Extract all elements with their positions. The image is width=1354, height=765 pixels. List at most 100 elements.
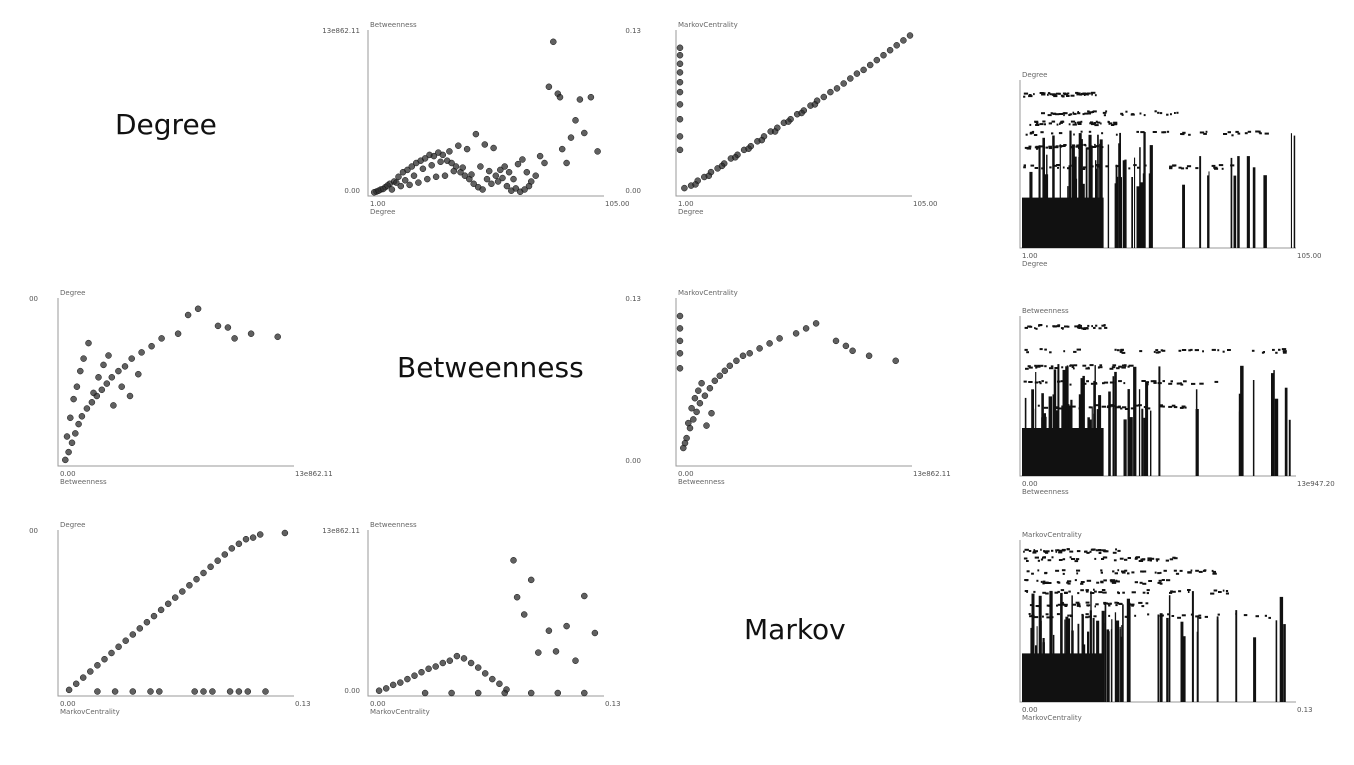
- p13-point-6: [676, 101, 684, 108]
- p34-strip-band-3-38: [1159, 582, 1163, 585]
- p34-strip-band-6-6: [1181, 614, 1186, 617]
- p14-strip-band-4-8: [1100, 146, 1104, 149]
- p14-strip-col-43: [1088, 134, 1092, 248]
- p34-strip-band-6-14: [1171, 615, 1175, 617]
- p24-strip-band-4-28: [1181, 405, 1186, 408]
- p34-strip-band-3-30: [1067, 582, 1071, 585]
- p12-point-31: [510, 175, 517, 183]
- p34-strip-band-2-18: [1211, 569, 1214, 572]
- p24-strip-band-0-10: [1081, 327, 1086, 330]
- p14-strip-col-20: [1107, 144, 1110, 248]
- p23-ylabel: MarkovCentrality: [678, 289, 738, 297]
- p23-point-0: [676, 312, 684, 320]
- p14-strip-band-5-36: [1053, 164, 1057, 167]
- p12-point-20: [461, 172, 469, 179]
- p34-strip-band-4-17: [1146, 589, 1150, 592]
- p14-strip-band-5-24: [1178, 166, 1182, 169]
- p13-point-35: [847, 75, 854, 82]
- p24-strip-col-36: [1274, 398, 1279, 476]
- p14-strip-band-5-7: [1023, 166, 1026, 169]
- p24-strip-band-2-11: [1044, 365, 1047, 368]
- p12-point-61: [415, 179, 422, 186]
- p34-strip-col-29: [1031, 593, 1035, 702]
- p14-strip-col-12: [1097, 134, 1099, 248]
- p24-strip-band-0-36: [1055, 325, 1060, 328]
- p31-point-15: [171, 594, 179, 601]
- p34-strip-band-2-6: [1154, 571, 1157, 574]
- p24-strip-col-32: [1082, 375, 1085, 476]
- p14-strip-band-3-11: [1235, 130, 1239, 133]
- p12-point-53: [379, 185, 387, 193]
- p34-strip-col-5: [1060, 592, 1063, 702]
- p24-strip-col-59: [1238, 411, 1242, 476]
- p24-strip-col-18: [1065, 366, 1069, 476]
- p13-point-45: [692, 181, 699, 188]
- p14-strip-band-2-30: [1072, 123, 1077, 126]
- p34-strip-band-3-10: [1042, 580, 1046, 583]
- p34-strip-band-2-38: [1203, 569, 1207, 572]
- p14-strip-band-0-0: [1047, 93, 1049, 96]
- p14-strip-band-2-12: [1035, 124, 1040, 126]
- p32-point-6: [418, 668, 425, 676]
- p14-strip-band-2-20: [1039, 123, 1044, 126]
- p24-strip-band-1-35: [1211, 348, 1216, 351]
- p34-strip-band-4-25: [1142, 591, 1146, 594]
- p34-strip-band-6-25: [1177, 616, 1181, 619]
- p34-strip-band-4-4: [1213, 589, 1218, 592]
- p14-strip-band-0-22: [1070, 94, 1075, 97]
- p23-point-24: [802, 325, 810, 332]
- p12-point-57: [397, 182, 405, 190]
- p24-strip-band-1-7: [1227, 349, 1231, 351]
- p24-strip-band-2-33: [1097, 366, 1100, 369]
- p34-strip-band-1-36: [1102, 556, 1108, 559]
- p24-strip-band-2-8: [1054, 367, 1059, 369]
- p14-strip-band-2-28: [1070, 120, 1076, 123]
- p14-strip-band-2-17: [1109, 122, 1113, 125]
- p34-strip-band-6-17: [1124, 615, 1128, 618]
- p24-strip-band-2-9: [1121, 366, 1126, 369]
- p14-strip-band-4-14: [1036, 147, 1039, 150]
- p21-point-6: [83, 405, 91, 412]
- p34-strip-band-4-28: [1170, 590, 1173, 593]
- p24-strip-band-2-16: [1082, 364, 1087, 367]
- p14-strip-band-2-22: [1113, 123, 1117, 126]
- p34-strip-band-1-23: [1124, 558, 1128, 561]
- p34-strip-band-1-38: [1094, 557, 1097, 560]
- p24-strip-band-1-24: [1073, 350, 1077, 353]
- p12-point-73: [468, 171, 475, 178]
- p14-strip-col-33: [1114, 183, 1117, 248]
- p24-strip-band-0-35: [1087, 324, 1090, 327]
- p14-strip-band-3-4: [1205, 130, 1208, 133]
- p24-strip-band-4-35: [1120, 407, 1123, 410]
- p34-strip-band-1-29: [1076, 558, 1080, 561]
- p24-strip-band-1-15: [1251, 349, 1255, 352]
- p34-strip-col-46: [1104, 622, 1106, 702]
- p34-strip-col-56: [1182, 636, 1186, 702]
- p34-strip-band-2-39: [1140, 570, 1143, 573]
- p34-strip-band-1-3: [1047, 559, 1052, 562]
- p14-strip-band-4-31: [1028, 145, 1032, 148]
- p34-strip-band-2-29: [1187, 571, 1192, 574]
- p34-strip-band-3-28: [1040, 580, 1043, 583]
- p34-strip-band-6-4: [1198, 616, 1202, 619]
- p34-strip-band-5-35: [1056, 604, 1059, 607]
- p31-point-30: [111, 688, 119, 695]
- p34-strip-band-6-33: [1028, 613, 1031, 615]
- p24-strip-band-1-32: [1272, 348, 1275, 351]
- p32-point-4: [404, 675, 411, 683]
- p14-strip-band-2-15: [1060, 120, 1065, 123]
- p24-strip-band-1-1: [1222, 350, 1225, 353]
- p34-strip-band-5-5: [1061, 603, 1065, 606]
- p34-strip-band-2-17: [1157, 572, 1160, 575]
- p21-point-21: [214, 322, 222, 330]
- p21-ymax-label: 00: [29, 295, 38, 303]
- p34-strip-band-2-5: [1061, 569, 1066, 572]
- p14-strip-band-1-25: [1103, 114, 1106, 117]
- p24-xmax-label: 13e947.20: [1297, 480, 1335, 488]
- p24-strip-band-2-37: [1025, 367, 1029, 370]
- p21-point-27: [67, 414, 74, 422]
- p14-strip-band-5-19: [1056, 164, 1060, 166]
- p34-strip-band-3-39: [1043, 582, 1047, 584]
- p24-strip-band-0-31: [1085, 327, 1088, 330]
- p34-strip-band-4-15: [1101, 589, 1106, 591]
